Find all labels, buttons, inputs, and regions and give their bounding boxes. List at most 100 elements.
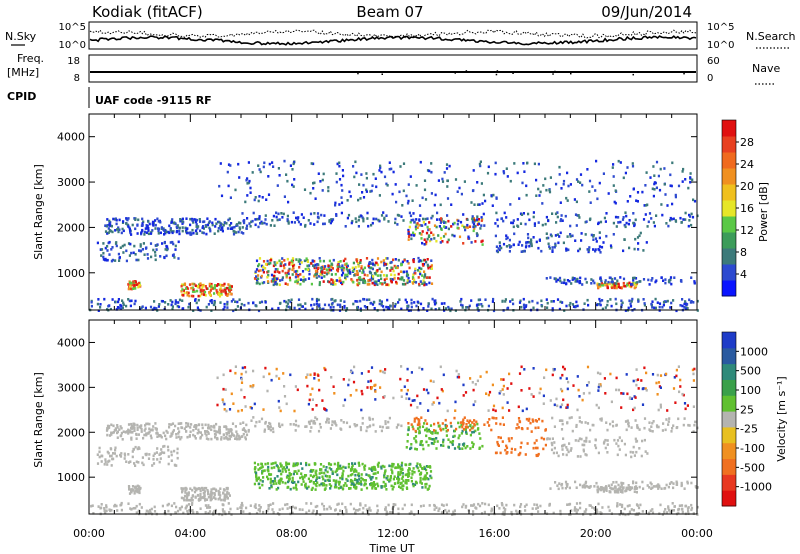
- data-cell: [366, 386, 368, 389]
- data-cell: [384, 469, 386, 472]
- data-cell: [599, 373, 601, 376]
- data-cell: [561, 487, 563, 490]
- data-cell: [364, 305, 366, 308]
- data-cell: [629, 195, 631, 198]
- data-cell: [329, 475, 331, 478]
- data-cell: [330, 427, 332, 430]
- data-cell: [692, 373, 694, 376]
- data-cell: [171, 505, 173, 508]
- data-cell: [577, 375, 579, 378]
- data-cell: [681, 485, 683, 488]
- data-cell: [421, 368, 423, 371]
- data-cell: [302, 305, 304, 308]
- data-cell: [307, 269, 309, 272]
- data-cell: [382, 211, 384, 214]
- data-cell: [506, 245, 508, 248]
- data-cell: [657, 374, 659, 377]
- data-cell: [617, 283, 619, 286]
- data-cell: [467, 236, 469, 239]
- data-cell: [652, 165, 654, 168]
- data-cell: [225, 388, 227, 391]
- data-cell: [598, 283, 600, 286]
- data-cell: [359, 300, 361, 303]
- data-cell: [339, 477, 341, 480]
- data-cell: [372, 173, 374, 176]
- data-cell: [643, 278, 645, 281]
- data-cell: [678, 365, 680, 368]
- data-cell: [422, 218, 424, 221]
- data-cell: [640, 379, 642, 382]
- data-cell: [473, 423, 475, 426]
- data-cell: [366, 212, 368, 215]
- data-cell: [572, 384, 574, 387]
- data-cell: [473, 443, 475, 446]
- data-cell: [691, 213, 693, 216]
- data-cell: [144, 231, 146, 234]
- data-cell: [358, 464, 360, 467]
- data-cell: [298, 266, 300, 269]
- data-cell: [629, 511, 631, 514]
- data-cell: [440, 444, 442, 447]
- data-cell: [362, 422, 364, 425]
- data-cell: [413, 279, 415, 282]
- data-cell: [612, 281, 614, 284]
- data-cell: [441, 504, 443, 507]
- data-cell: [202, 427, 204, 430]
- data-cell: [366, 274, 368, 277]
- data-cell: [410, 215, 412, 218]
- data-cell: [605, 306, 607, 309]
- data-cell: [554, 368, 556, 371]
- data-cell: [462, 443, 464, 446]
- data-cell: [561, 448, 563, 451]
- data-cell: [355, 172, 357, 175]
- data-cell: [662, 422, 664, 425]
- data-cell: [570, 183, 572, 186]
- data-cell: [346, 307, 348, 310]
- data-cell: [563, 183, 565, 186]
- data-cell: [630, 451, 632, 454]
- data-cell: [335, 172, 337, 175]
- data-cell: [666, 511, 668, 514]
- data-cell: [560, 187, 562, 190]
- data-cell: [567, 185, 569, 188]
- data-cell: [596, 511, 598, 514]
- data-cell: [416, 417, 418, 420]
- data-cell: [238, 221, 240, 224]
- data-cell: [491, 509, 493, 512]
- data-cell: [171, 221, 173, 224]
- data-cell: [384, 420, 386, 423]
- data-cell: [408, 398, 410, 401]
- data-cell: [546, 232, 548, 235]
- data-cell: [685, 212, 687, 215]
- data-cell: [264, 367, 266, 370]
- data-cell: [309, 192, 311, 195]
- data-cell: [611, 287, 613, 290]
- data-cell: [412, 259, 414, 262]
- data-cell: [366, 190, 368, 193]
- data-cell: [355, 258, 357, 261]
- data-cell: [523, 298, 525, 301]
- data-cell: [503, 393, 505, 396]
- data-cell: [537, 247, 539, 250]
- data-cell: [239, 298, 241, 301]
- data-cell: [164, 301, 166, 304]
- data-cell: [403, 283, 405, 286]
- data-cell: [361, 488, 363, 491]
- data-cell: [551, 212, 553, 215]
- data-cell: [112, 259, 114, 262]
- data-cell: [110, 424, 112, 427]
- data-cell: [519, 241, 521, 244]
- data-cell: [406, 260, 408, 263]
- data-cell: [500, 390, 502, 393]
- data-cell: [479, 437, 481, 440]
- data-cell: [134, 228, 136, 231]
- data-cell: [672, 502, 674, 505]
- data-cell: [394, 222, 396, 225]
- data-cell: [416, 406, 418, 409]
- data-cell: [392, 193, 394, 196]
- data-cell: [230, 428, 232, 431]
- data-cell: [393, 171, 395, 174]
- data-cell: [498, 247, 500, 250]
- data-cell: [222, 230, 224, 233]
- data-cell: [514, 448, 516, 451]
